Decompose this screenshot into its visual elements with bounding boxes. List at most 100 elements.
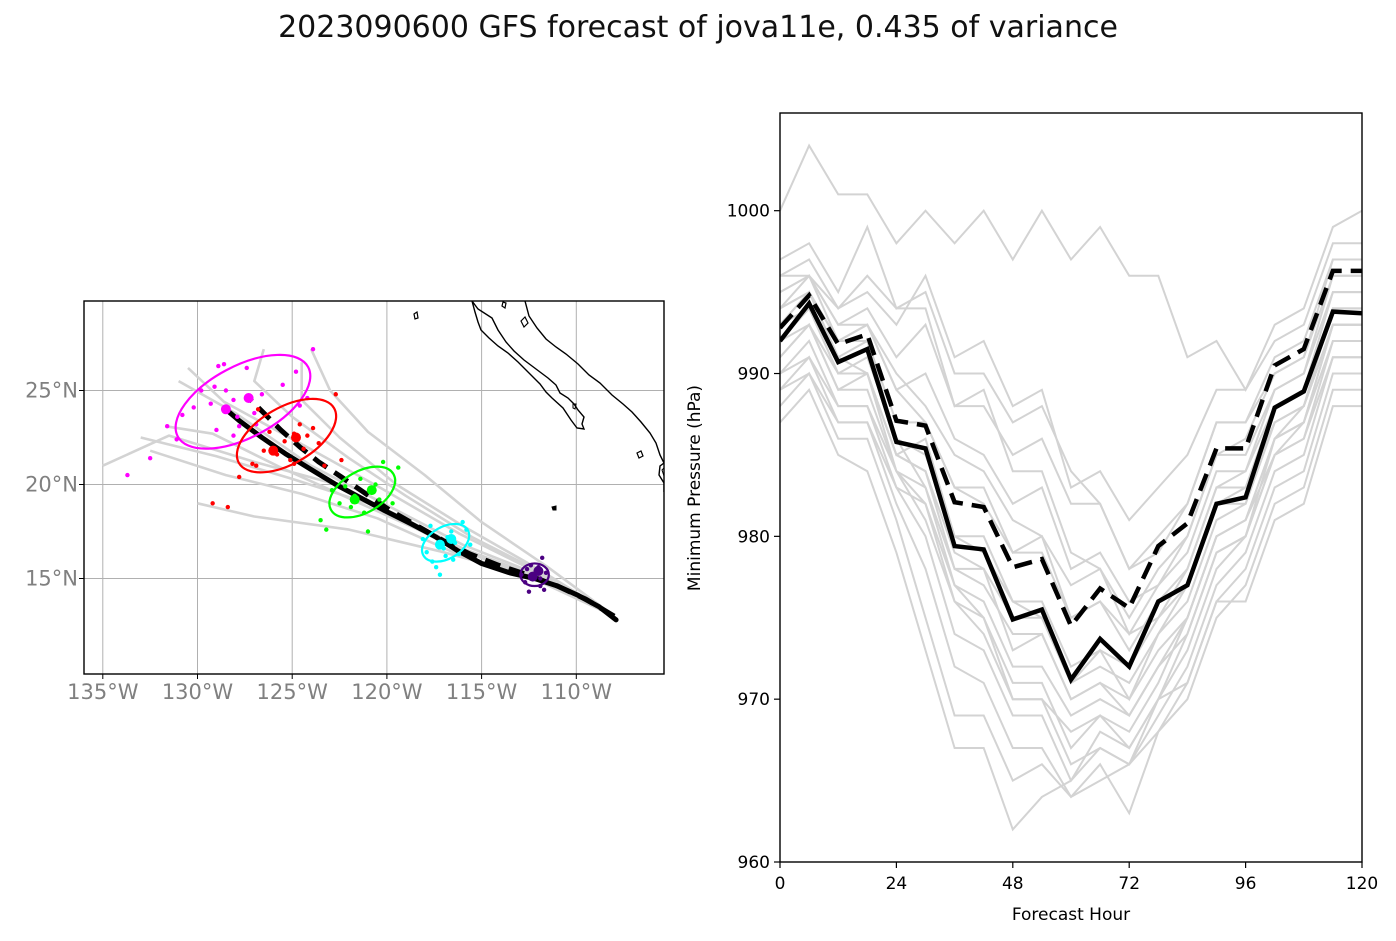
ensemble-position-marker <box>214 427 219 433</box>
mean-pressure-line <box>780 299 1362 685</box>
ellipse-center-marker <box>349 494 360 505</box>
ensemble-position-marker <box>373 482 378 487</box>
ensemble-position-marker <box>244 365 249 371</box>
map-y-tick-label: 25°N <box>25 379 78 403</box>
ensemble-position-marker <box>280 382 285 388</box>
x-axis-label: Forecast Hour <box>1012 905 1130 925</box>
map-x-tick-label: 110°W <box>541 680 613 704</box>
ensemble-pressure-line <box>780 306 1362 718</box>
intensity-y-tick-label: 1000 <box>727 202 770 222</box>
uncertainty-ellipse <box>174 353 312 450</box>
small-island-gulf <box>501 301 507 309</box>
ensemble-position-marker <box>541 587 547 592</box>
uncertainty-ellipse <box>235 397 338 474</box>
ensemble-position-marker <box>180 412 185 418</box>
ensemble-position-marker <box>460 519 465 525</box>
ensemble-position-marker <box>293 369 299 374</box>
ensemble-track-line <box>309 348 615 618</box>
ensemble-position-marker <box>310 346 316 352</box>
ensemble-position-marker <box>322 463 327 468</box>
ensemble-position-marker <box>348 504 354 510</box>
ensemble-position-marker <box>216 363 221 369</box>
ensemble-position-marker <box>223 388 229 393</box>
intensity-panel: 0 24 48 72 96 120 960 970 980 990 1000 Forecast Ho… <box>685 112 1378 925</box>
ensemble-position-marker <box>424 549 429 555</box>
small-island-west <box>413 310 419 320</box>
ensemble-position-marker <box>305 433 310 438</box>
figure-title: 2023090600 GFS forecast of jova11e, 0.43… <box>278 10 1118 45</box>
ensemble-pressure-line <box>780 323 1362 734</box>
intensity-x-tick-label: 0 <box>775 874 786 894</box>
ensemble-position-marker <box>380 459 386 465</box>
intensity-ticks: 0 24 48 72 96 120 960 970 980 990 1000 <box>727 202 1378 894</box>
ensemble-position-marker <box>420 536 426 542</box>
ensemble-position-marker <box>212 384 217 389</box>
intensity-y-tick-label: 990 <box>738 365 770 385</box>
y-axis-label: Minimum Pressure (hPa) <box>685 385 705 591</box>
ellipse-center-marker <box>533 565 544 576</box>
map-x-tick-label: 130°W <box>162 680 234 704</box>
intensity-x-tick-label: 72 <box>1118 874 1140 894</box>
mean-and-control-pressure-lines <box>780 268 1362 685</box>
ensemble-position-marker <box>343 484 348 489</box>
ensemble-pressure-line <box>780 258 1362 571</box>
ensemble-position-marker <box>324 527 329 532</box>
ensemble-position-marker <box>443 553 448 559</box>
ensemble-position-marker <box>208 401 213 406</box>
ensemble-position-marker <box>449 529 454 534</box>
uncertainty-ellipse <box>328 465 397 519</box>
ensemble-position-marker <box>339 457 344 463</box>
ensemble-position-marker <box>221 361 227 367</box>
ensemble-position-marker <box>231 433 236 438</box>
ensemble-pressure-line <box>780 371 1362 816</box>
ensemble-position-marker <box>288 457 293 463</box>
ellipse-center-marker <box>366 485 377 496</box>
ensemble-position-marker <box>252 410 257 416</box>
ensemble-pressure-line <box>780 356 1362 717</box>
ensemble-pressure-line <box>780 322 1362 750</box>
intensity-frame <box>779 112 1363 863</box>
ensemble-pressure-line <box>780 143 1362 392</box>
ensemble-pressure-line <box>780 242 1362 522</box>
ensemble-position-marker <box>358 476 363 482</box>
ellipse-center-marker <box>434 539 445 550</box>
ensemble-position-marker <box>236 424 242 429</box>
ensemble-position-marker <box>437 572 443 577</box>
map-x-tick-label: 115°W <box>446 680 518 704</box>
ensemble-position-marker <box>259 392 265 397</box>
ensemble-position-marker <box>316 440 321 446</box>
intensity-y-tick-label: 970 <box>738 690 770 710</box>
tiburon-island <box>520 315 529 329</box>
ensemble-pressure-lines <box>780 143 1362 832</box>
ellipse-center-marker <box>446 534 457 545</box>
socorro-island <box>551 505 557 511</box>
ensemble-position-marker <box>191 405 196 410</box>
ensemble-position-marker <box>236 474 242 480</box>
ensemble-position-marker <box>337 501 342 506</box>
ensemble-position-marker <box>297 422 302 427</box>
ensemble-position-marker <box>282 439 287 444</box>
uncertainty-ellipse <box>519 562 550 588</box>
control-track-line <box>246 396 616 619</box>
control-track-layer <box>246 396 616 619</box>
ensemble-pressure-line <box>780 387 1362 832</box>
ensemble-position-marker <box>261 448 266 453</box>
intensity-x-tick-label: 48 <box>1002 874 1024 894</box>
map-tick-labels: 135°W 130°W 125°W 120°W 115°W 110°W 15°N 20°N 25… <box>25 379 612 705</box>
ellipse-center-marker <box>243 393 254 404</box>
ensemble-position-marker <box>333 392 338 397</box>
intensity-x-tick-label: 96 <box>1235 874 1257 894</box>
ensemble-position-marker <box>210 501 215 506</box>
ensemble-pressure-line <box>780 274 1362 637</box>
cabo-tip-detail <box>572 403 577 410</box>
ensemble-position-marker <box>297 403 302 408</box>
ensemble-pressure-line <box>780 340 1362 701</box>
intensity-x-tick-label: 120 <box>1346 874 1378 894</box>
ensemble-position-marker <box>538 576 543 581</box>
mainland-mexico-coastline <box>524 301 664 492</box>
uncertainty-ellipses <box>174 353 550 588</box>
ensemble-positions <box>125 346 549 594</box>
ensemble-position-marker <box>235 414 240 420</box>
map-x-tick-label: 125°W <box>257 680 329 704</box>
